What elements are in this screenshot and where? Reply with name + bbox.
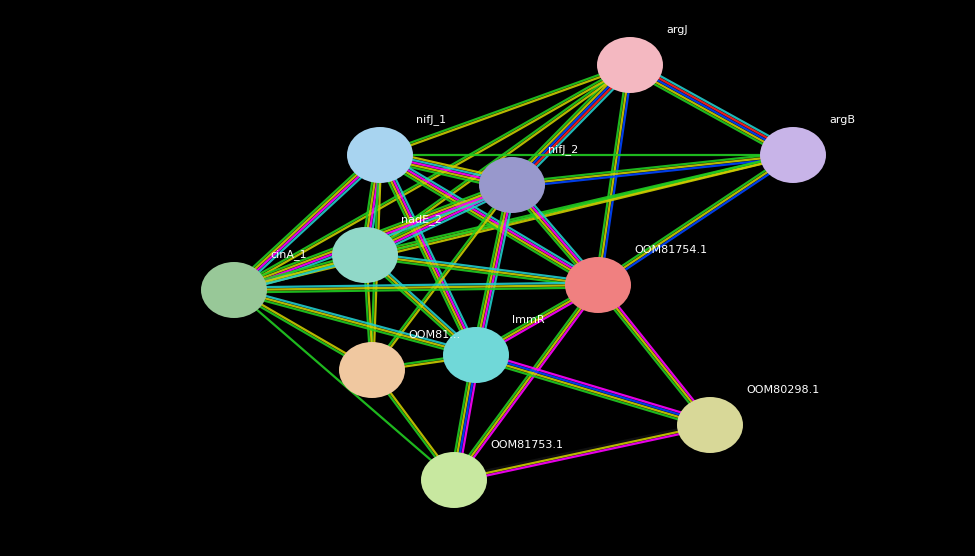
Ellipse shape bbox=[339, 342, 405, 398]
Text: cinA_1: cinA_1 bbox=[270, 249, 306, 260]
Text: OOM80298.1: OOM80298.1 bbox=[746, 385, 819, 395]
Ellipse shape bbox=[443, 327, 509, 383]
Ellipse shape bbox=[201, 262, 267, 318]
Text: OOM81...: OOM81... bbox=[408, 330, 460, 340]
Text: argB: argB bbox=[829, 115, 855, 125]
Ellipse shape bbox=[677, 397, 743, 453]
Text: OOM81754.1: OOM81754.1 bbox=[634, 245, 707, 255]
Text: lmmR: lmmR bbox=[512, 315, 545, 325]
Text: OOM81753.1: OOM81753.1 bbox=[490, 440, 563, 450]
Ellipse shape bbox=[565, 257, 631, 313]
Ellipse shape bbox=[347, 127, 413, 183]
Text: argJ: argJ bbox=[666, 25, 687, 35]
Ellipse shape bbox=[332, 227, 398, 283]
Text: nifJ_2: nifJ_2 bbox=[548, 144, 578, 155]
Ellipse shape bbox=[479, 157, 545, 213]
Ellipse shape bbox=[760, 127, 826, 183]
Text: nadE_2: nadE_2 bbox=[401, 214, 442, 225]
Ellipse shape bbox=[421, 452, 487, 508]
Ellipse shape bbox=[597, 37, 663, 93]
Text: nifJ_1: nifJ_1 bbox=[416, 114, 447, 125]
